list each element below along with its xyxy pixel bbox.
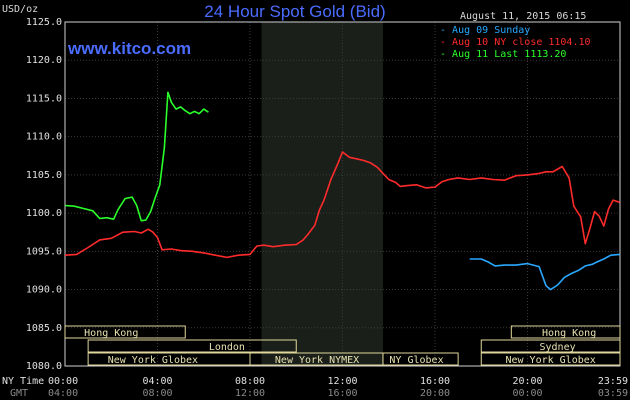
session-bar [64,325,186,339]
legend-entry-aug11: - Aug 11 Last 1113.20 [440,49,566,60]
x-tick-label-ny: 00:00 [48,376,78,387]
x-tick-label-ny: 12:00 [327,376,357,387]
session-label: New York Globex [505,355,595,366]
session-label: New York Globex [108,355,198,366]
session-label: London [209,342,245,353]
x-tick-label-gmt: 04:00 [48,388,78,399]
y-tick-label: 1115.0 [26,93,62,104]
series-line [469,253,620,291]
chart-title: 24 Hour Spot Gold (Bid) [204,2,385,21]
x-tick-label-ny: 04:00 [142,376,172,387]
y-tick-label: 1125.0 [26,17,62,28]
series-line [64,91,209,222]
timestamp: August 11, 2015 06:15 [460,11,586,22]
session-bar [510,325,621,339]
ny-time-label: NY Time [2,376,44,387]
session-bar [87,339,297,353]
session-bar [480,339,621,353]
x-tick-label-gmt: 20:00 [420,388,450,399]
y-tick-label: 1120.0 [26,55,62,66]
y-axis-ticks: 1125.0 1120.0 1115.0 1110.0 1105.0 1100.0 1095… [26,17,62,372]
series-line [64,151,621,259]
session-label: NY Globex [389,355,443,366]
session-bar [382,352,459,366]
y-tick-label: 1095.0 [26,246,62,257]
x-tick-label-gmt: 16:00 [327,388,357,399]
plot-frame [64,21,621,367]
x-tick-label-ny: 20:00 [512,376,542,387]
site-watermark: www.kitco.com [67,39,191,58]
session-label: New York NYMEX [275,355,359,366]
x-tick-label-gmt: 12:00 [235,388,265,399]
session-label: Hong Kong [542,328,596,339]
x-tick-label-gmt: 00:00 [512,388,542,399]
series-lines [64,91,621,291]
session-bar [480,352,621,366]
y-tick-label: 1105.0 [26,170,62,181]
session-label: Sydney [540,342,576,353]
x-tick-label-ny: 23:59 [598,376,628,387]
x-tick-label-ny: 08:00 [235,376,265,387]
y-tick-label: 1090.0 [26,285,62,296]
units-label: USD/oz [2,4,38,15]
plot-shaded-region [261,22,383,366]
session-label: Hong Kong [84,328,138,339]
gmt-label: GMT [10,388,28,399]
y-tick-label: 1085.0 [26,323,62,334]
session-bars: Hong Kong Hong Kong London Sydney New York G… [64,325,621,366]
legend-entry-aug09: - Aug 09 Sunday [440,25,530,36]
x-tick-label-gmt: 08:00 [142,388,172,399]
y-tick-label: 1080.0 [26,361,62,372]
y-tick-label: 1110.0 [26,132,62,143]
y-tick-label: 1100.0 [26,208,62,219]
legend: - Aug 09 Sunday - Aug 10 NY close 1104.1… [440,25,591,60]
x-tick-label-ny: 16:00 [420,376,450,387]
x-axis-ticks: 00:0004:0004:0008:0008:0012:0012:0016:00… [48,376,628,399]
legend-entry-aug10: - Aug 10 NY close 1104.10 [440,37,591,48]
x-tick-label-gmt: 03:59 [598,388,628,399]
